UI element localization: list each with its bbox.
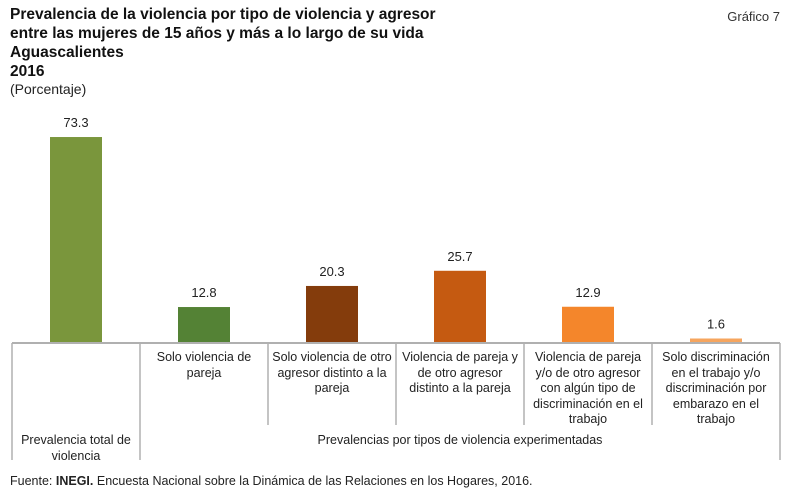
data-label-5: 12.9 (575, 285, 600, 300)
category-label-5: Violencia de pareja y/o de otro agresor … (533, 350, 643, 426)
group-label-2: Prevalencias por tipos de violencia expe… (317, 433, 603, 447)
source-text: Encuesta Nacional sobre la Dinámica de l… (93, 474, 533, 488)
group-label-1: Prevalencia total de violencia (21, 433, 131, 463)
data-label-2: 12.8 (191, 285, 216, 300)
chart-title: Prevalencia de la violencia por tipo de … (10, 5, 436, 81)
bars-group (50, 137, 742, 343)
bar-2 (178, 307, 230, 343)
title-line-4: 2016 (10, 63, 45, 80)
data-label-4: 25.7 (447, 249, 472, 264)
figure-label: Gráfico 7 (727, 9, 780, 24)
source-prefix: Fuente: (10, 474, 56, 488)
bar-6 (690, 338, 742, 343)
bar-3 (306, 285, 358, 343)
title-line-3: Aguascalientes (10, 44, 124, 61)
bar-1 (50, 137, 102, 343)
source-note: Fuente: INEGI. Encuesta Nacional sobre l… (10, 474, 533, 488)
chart-subtitle: (Porcentaje) (10, 81, 87, 97)
data-label-6: 1.6 (707, 317, 725, 332)
data-label-3: 20.3 (319, 264, 344, 279)
bar-4 (434, 270, 486, 343)
axes-group (11, 342, 781, 460)
bar-5 (562, 306, 614, 343)
title-line-1: Prevalencia de la violencia por tipo de … (10, 6, 436, 23)
data-labels-group: 73.3 12.8 20.3 25.7 12.9 1.6 (63, 115, 725, 331)
category-label-6: Solo discriminación en el trabajo y/o di… (662, 350, 770, 426)
category-label-3: Solo violencia de otro agresor distinto … (272, 350, 392, 395)
source-org: INEGI. (55, 474, 94, 488)
category-label-2: Solo violencia de pareja (156, 350, 252, 380)
data-label-1: 73.3 (63, 115, 88, 130)
title-line-2: entre las mujeres de 15 años y más a lo … (10, 25, 424, 42)
category-label-4: Violencia de pareja y de otro agresor di… (402, 350, 518, 395)
